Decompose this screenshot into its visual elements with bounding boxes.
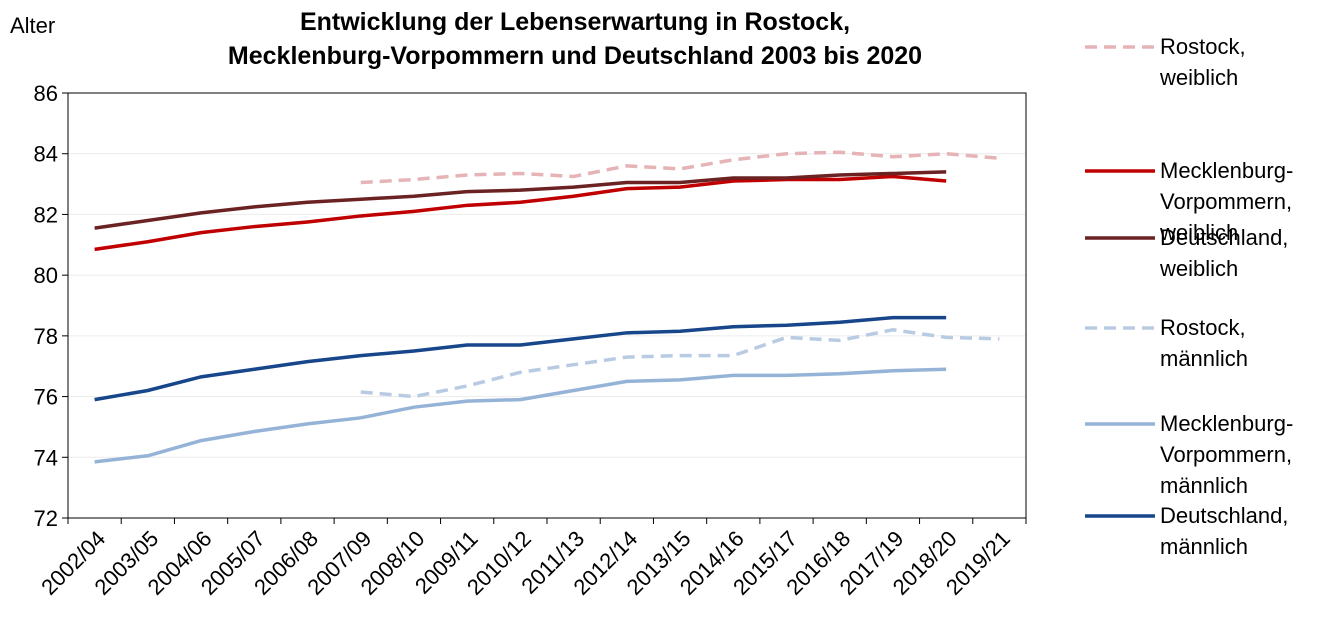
chart-subtitle: Mecklenburg-Vorpommern und Deutschland 2… [228,42,922,70]
legend-label: Deutschland, weiblich [1160,225,1289,281]
y-tick-label: 72 [34,506,58,531]
series-line [360,328,1000,399]
chart-title: Entwicklung der Lebenserwartung in Rosto… [300,8,850,36]
y-tick-label: 74 [34,445,58,470]
legend-label: Mecklenburg-Vorpommern, männlich [1160,411,1294,498]
series-line [94,367,947,464]
y-tick-label: 78 [34,324,58,349]
series-line [94,170,947,230]
series-line [94,174,947,252]
series-line [94,315,947,402]
y-tick-label: 80 [34,263,58,288]
legend-label: Deutschland, männlich [1160,503,1289,559]
legend-label: Mecklenburg-Vorpommern, weiblich [1160,158,1294,245]
y-tick-label: 82 [34,202,58,227]
legend-label: Rostock, männlich [1160,315,1249,371]
y-tick-label: 84 [34,142,58,167]
y-axis-label: Alter [10,13,55,38]
legend-label: Rostock, weiblich [1160,34,1246,90]
y-tick-label: 86 [34,81,58,106]
y-tick-label: 76 [34,385,58,410]
series-line [360,150,1000,185]
